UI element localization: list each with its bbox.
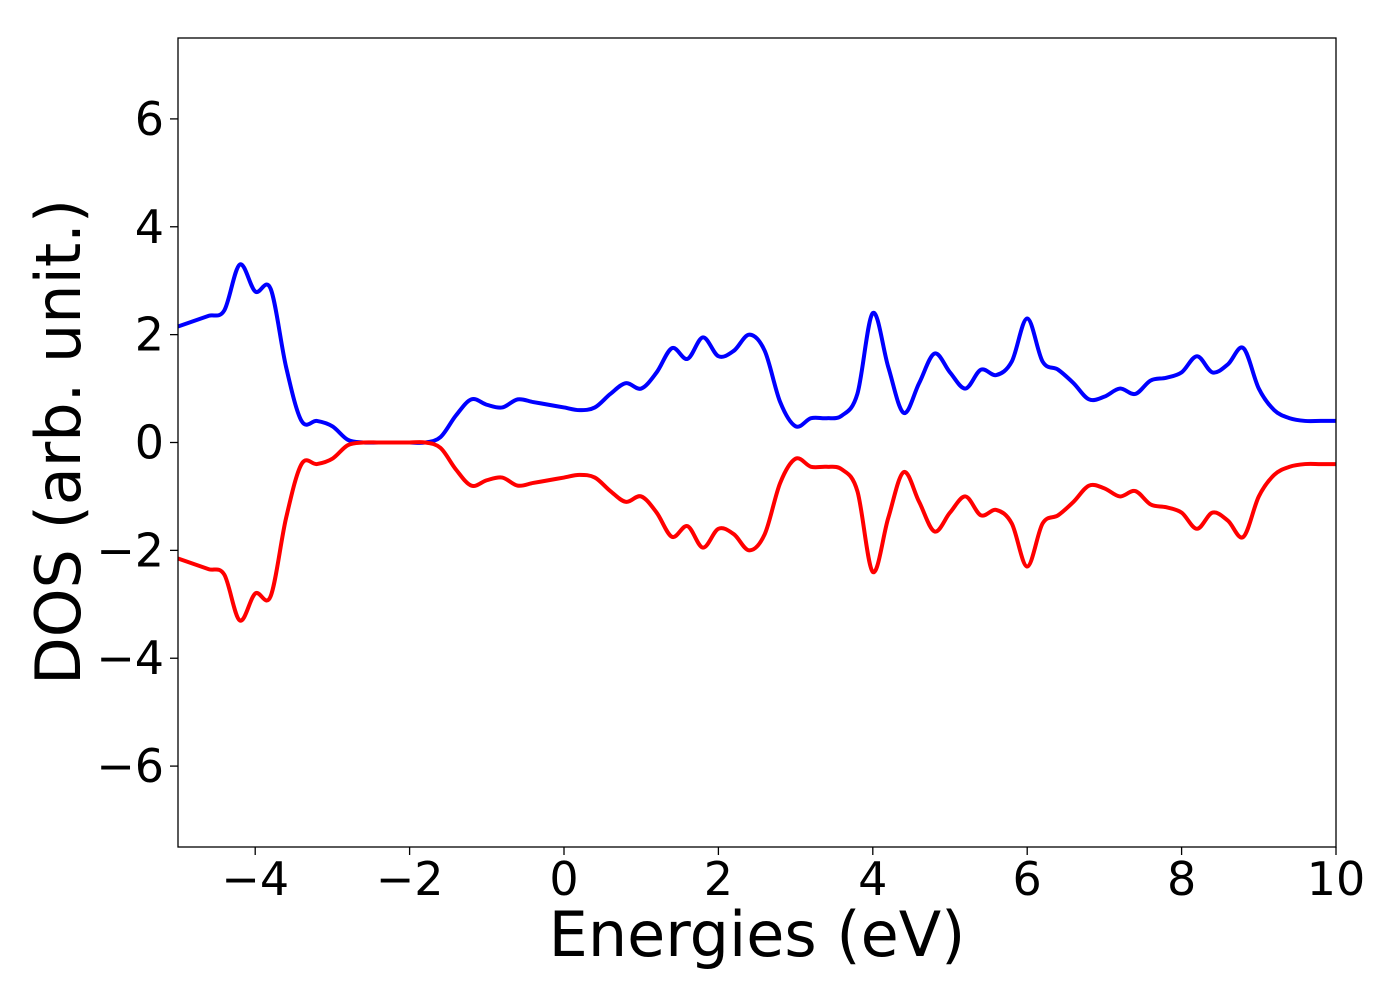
y-tick-label: 2 xyxy=(135,308,164,362)
y-tick-label: −2 xyxy=(96,523,164,577)
y-axis-ticks: 6 4 2 0 −2 −4 −6 xyxy=(96,92,178,793)
x-tick-label: −2 xyxy=(376,852,444,906)
y-tick-label: −4 xyxy=(96,631,164,685)
x-tick-label: 10 xyxy=(1307,852,1366,906)
y-tick-label: 6 xyxy=(135,92,164,146)
series-layer xyxy=(177,262,1336,623)
y-tick-label: −6 xyxy=(96,739,164,793)
x-tick-label: 6 xyxy=(1013,852,1042,906)
y-tick-label: 0 xyxy=(135,416,164,470)
x-axis-ticks: −4 −2 0 2 4 6 8 10 xyxy=(221,847,1365,906)
y-axis-title: DOS (arb. unit.) xyxy=(22,199,95,685)
dos-series-line-red xyxy=(177,440,1336,623)
dos-series-line-blue xyxy=(177,262,1336,445)
x-tick-label: −4 xyxy=(221,852,289,906)
x-tick-label: 2 xyxy=(704,852,733,906)
x-tick-label: 4 xyxy=(858,852,887,906)
y-tick-label: 4 xyxy=(135,200,164,254)
x-tick-label: 8 xyxy=(1167,852,1196,906)
x-tick-label: 0 xyxy=(549,852,578,906)
x-axis-title: Energies (eV) xyxy=(549,898,966,971)
